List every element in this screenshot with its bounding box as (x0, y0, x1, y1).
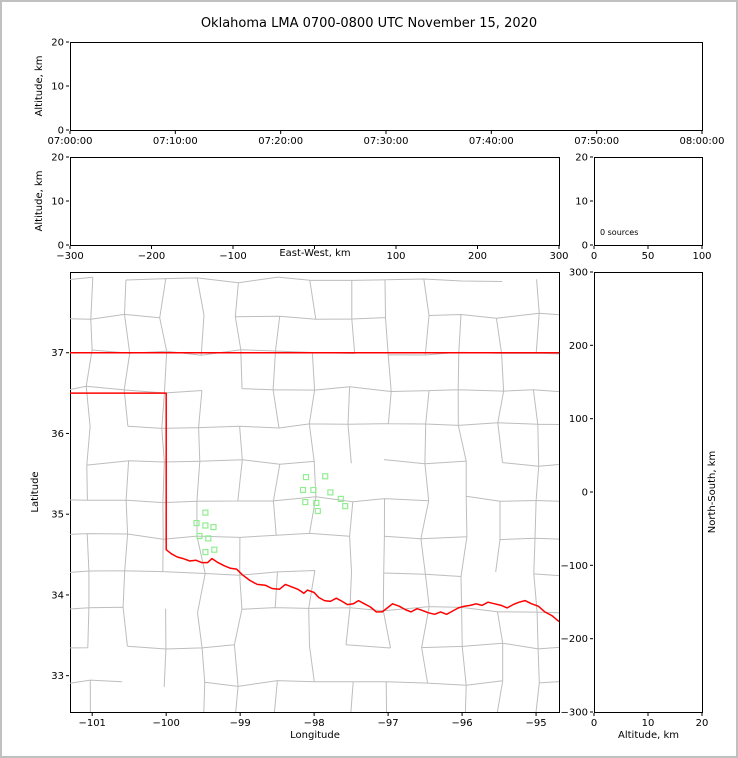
tick-label: 07:30:00 (364, 136, 409, 147)
tick-label: 07:00:00 (48, 136, 93, 147)
tick-label: 34 (51, 590, 64, 601)
tick-label: −95 (526, 718, 547, 729)
tick-label: 10 (575, 197, 588, 208)
map-xlabel: Longitude (290, 730, 340, 741)
tick-label: 300 (569, 268, 588, 279)
tick-label: 20 (575, 153, 588, 164)
tick-label: −99 (230, 718, 251, 729)
time-panel-ylabel: Altitude, km (34, 55, 45, 117)
ns-panel-ylabel: North-South, km (707, 450, 718, 534)
tick-label: −98 (304, 718, 325, 729)
tick-label: 0 (591, 251, 597, 262)
ew-panel-xlabel: East-West, km (279, 248, 351, 259)
tick-label: −101 (78, 718, 105, 729)
tick-label: −100 (152, 718, 179, 729)
east-west-height-panel (70, 157, 560, 246)
ns-panel-xlabel: Altitude, km (618, 730, 679, 741)
tick-label: −100 (561, 561, 588, 572)
tick-label: 07:10:00 (153, 136, 198, 147)
tick-label: 08:00:00 (680, 136, 725, 147)
time-height-panel (70, 42, 703, 131)
tick-label: 07:20:00 (258, 136, 303, 147)
tick-label: 10 (51, 82, 64, 93)
tick-label: 36 (51, 429, 64, 440)
tick-label: 100 (692, 251, 711, 262)
plan-view-map-panel (70, 272, 560, 713)
ew-panel-ylabel: Altitude, km (34, 170, 45, 232)
tick-label: 0 (58, 126, 64, 137)
tick-label: 0 (58, 241, 64, 252)
tick-label: 10 (51, 197, 64, 208)
tick-label: 10 (642, 718, 655, 729)
tick-label: 50 (642, 251, 655, 262)
tick-label: 33 (51, 671, 64, 682)
tick-label: 20 (696, 718, 709, 729)
map-ylabel: Latitude (30, 471, 41, 513)
tick-label: 37 (51, 348, 64, 359)
tick-label: 0 (591, 718, 597, 729)
north-south-height-panel (594, 272, 703, 713)
tick-label: 35 (51, 510, 64, 521)
tick-label: 0 (582, 241, 588, 252)
tick-label: 200 (569, 341, 588, 352)
tick-label: 07:50:00 (574, 136, 619, 147)
tick-label: −97 (378, 718, 399, 729)
figure-title: Oklahoma LMA 0700-0800 UTC November 15, … (200, 16, 538, 31)
source-count-label: 0 sources (600, 228, 639, 237)
tick-label: 0 (582, 488, 588, 499)
tick-label: 07:40:00 (469, 136, 514, 147)
tick-label: 20 (51, 153, 64, 164)
tick-label: −200 (561, 634, 588, 645)
tick-label: −96 (452, 718, 473, 729)
altitude-histogram-panel: 0 sources (594, 157, 703, 246)
tick-label: 100 (569, 414, 588, 425)
tick-label: 20 (51, 38, 64, 49)
tick-label: −300 (561, 708, 588, 719)
